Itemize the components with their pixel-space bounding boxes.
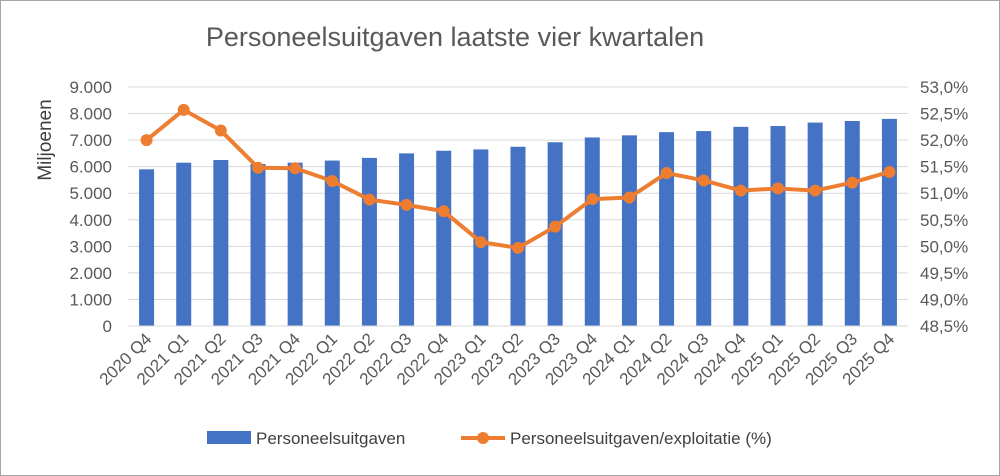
bar	[621, 135, 637, 326]
bar	[399, 153, 415, 326]
line-point	[400, 198, 413, 211]
legend-swatch-bars	[207, 431, 251, 444]
y2-tick-label: 53,0%	[920, 78, 968, 97]
line-point	[846, 176, 859, 189]
line-point	[512, 241, 524, 254]
legend-marker-line	[477, 432, 489, 444]
y2-tick-label: 50,5%	[920, 211, 968, 230]
bar	[733, 126, 749, 326]
line-point	[660, 167, 673, 180]
line-point	[437, 205, 450, 218]
line-point	[772, 182, 784, 195]
line-point	[809, 184, 822, 197]
y2-tick-label: 50,0%	[920, 237, 968, 256]
y-axis-left: 0 1.000 2.000 3.000 4.000 5.000 6.000 7.000 8.00…	[69, 78, 112, 336]
line-point	[586, 193, 599, 206]
bar	[584, 137, 600, 326]
line-point	[549, 220, 562, 233]
line-point	[214, 124, 227, 137]
y-tick-label: 4.000	[69, 211, 112, 230]
line-point	[140, 134, 153, 147]
bar	[436, 150, 452, 326]
bar	[770, 126, 786, 326]
y-axis-right: 48,5% 49,0% 49,5% 50,0% 50,5% 51,0% 51,5% 52,0%…	[920, 78, 968, 336]
y-tick-label: 3.000	[69, 237, 112, 256]
y2-tick-label: 51,0%	[920, 184, 968, 203]
bar	[844, 120, 860, 326]
line-point	[697, 174, 710, 187]
bar	[361, 157, 377, 326]
legend-label-bars: Personeelsuitgaven	[256, 429, 405, 448]
line-point	[326, 175, 339, 188]
bar	[287, 162, 303, 326]
bar-series	[139, 118, 897, 326]
bar	[696, 131, 712, 326]
y-tick-label: 8.000	[69, 105, 112, 124]
bar	[547, 142, 563, 326]
y-tick-label: 6.000	[69, 158, 112, 177]
legend: Personeelsuitgaven Personeelsuitgaven/ex…	[207, 429, 772, 448]
line-point	[883, 165, 896, 178]
bar	[881, 118, 897, 326]
y-tick-label: 0	[103, 317, 112, 336]
bar	[139, 169, 155, 326]
bar	[659, 132, 675, 326]
bar	[176, 162, 192, 326]
y2-tick-label: 52,0%	[920, 131, 968, 150]
bar	[510, 146, 526, 326]
y2-tick-label: 48,5%	[920, 317, 968, 336]
y-tick-label: 1.000	[69, 290, 112, 309]
y2-tick-label: 52,5%	[920, 105, 968, 124]
chart-title: Personeelsuitgaven laatste vier kwartale…	[206, 22, 704, 52]
y2-tick-label: 49,0%	[920, 290, 968, 309]
y2-tick-label: 51,5%	[920, 158, 968, 177]
bar	[250, 164, 266, 326]
y-axis-title: Miljoenen	[35, 99, 56, 180]
line-point	[252, 161, 264, 174]
line-point	[177, 103, 190, 116]
line-point	[734, 184, 747, 197]
bar	[324, 160, 340, 326]
line-point	[474, 236, 487, 249]
bar	[213, 160, 229, 326]
y2-tick-label: 49,5%	[920, 264, 968, 283]
y-tick-label: 2.000	[69, 264, 112, 283]
y-tick-label: 7.000	[69, 131, 112, 150]
legend-label-line: Personeelsuitgaven/exploitatie (%)	[510, 429, 772, 448]
bar	[807, 122, 823, 326]
line-point	[623, 191, 636, 204]
y-tick-label: 5.000	[69, 184, 112, 203]
line-point	[363, 193, 376, 206]
y-tick-label: 9.000	[69, 78, 112, 97]
line-series	[140, 103, 896, 254]
line-point	[289, 162, 302, 175]
